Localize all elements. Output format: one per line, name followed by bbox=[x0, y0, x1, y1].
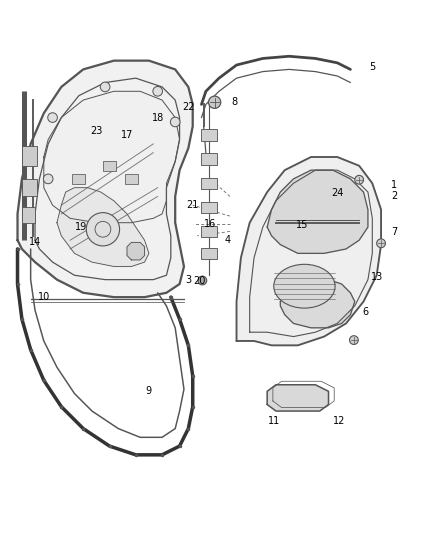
Circle shape bbox=[48, 113, 57, 123]
Text: 5: 5 bbox=[369, 62, 375, 72]
Bar bbox=[201, 154, 217, 165]
Text: 13: 13 bbox=[371, 272, 383, 282]
Text: 17: 17 bbox=[121, 130, 133, 140]
Ellipse shape bbox=[274, 264, 335, 308]
Text: 1: 1 bbox=[391, 181, 397, 190]
Text: 19: 19 bbox=[75, 222, 87, 232]
Text: 21: 21 bbox=[187, 200, 199, 210]
Circle shape bbox=[153, 86, 162, 96]
Text: 3: 3 bbox=[185, 274, 191, 285]
Polygon shape bbox=[267, 385, 328, 411]
Text: 23: 23 bbox=[90, 126, 102, 136]
Text: 20: 20 bbox=[193, 276, 205, 286]
Text: 22: 22 bbox=[182, 102, 194, 112]
Text: 9: 9 bbox=[146, 386, 152, 397]
Bar bbox=[201, 248, 217, 259]
Bar bbox=[125, 174, 138, 184]
Circle shape bbox=[208, 96, 221, 108]
Text: 7: 7 bbox=[391, 228, 397, 237]
Bar bbox=[201, 177, 217, 189]
Circle shape bbox=[86, 213, 120, 246]
Circle shape bbox=[43, 174, 53, 184]
Polygon shape bbox=[18, 61, 193, 297]
Circle shape bbox=[377, 239, 385, 248]
Bar bbox=[201, 201, 217, 213]
Text: 10: 10 bbox=[38, 292, 50, 302]
Bar bbox=[201, 130, 217, 141]
Bar bbox=[72, 174, 85, 184]
Text: 11: 11 bbox=[268, 416, 280, 426]
Text: 15: 15 bbox=[296, 220, 308, 230]
Polygon shape bbox=[280, 280, 355, 328]
Text: 12: 12 bbox=[333, 416, 346, 426]
Bar bbox=[22, 146, 37, 166]
Text: 6: 6 bbox=[363, 308, 369, 318]
Text: 4: 4 bbox=[225, 235, 231, 245]
Text: 18: 18 bbox=[152, 112, 164, 123]
Circle shape bbox=[198, 276, 207, 285]
Polygon shape bbox=[57, 188, 149, 266]
Circle shape bbox=[355, 175, 364, 184]
Bar bbox=[22, 179, 37, 197]
Bar bbox=[103, 160, 116, 171]
Bar bbox=[22, 207, 35, 223]
Text: 24: 24 bbox=[331, 188, 343, 198]
Polygon shape bbox=[267, 170, 368, 253]
Polygon shape bbox=[237, 157, 381, 345]
Circle shape bbox=[100, 82, 110, 92]
Bar bbox=[201, 226, 217, 237]
Text: 8: 8 bbox=[231, 97, 237, 107]
Text: 16: 16 bbox=[204, 219, 216, 229]
Polygon shape bbox=[127, 243, 145, 260]
Circle shape bbox=[350, 336, 358, 344]
Polygon shape bbox=[44, 91, 180, 223]
Text: 14: 14 bbox=[29, 237, 41, 247]
Text: 2: 2 bbox=[391, 191, 397, 201]
Circle shape bbox=[170, 117, 180, 127]
